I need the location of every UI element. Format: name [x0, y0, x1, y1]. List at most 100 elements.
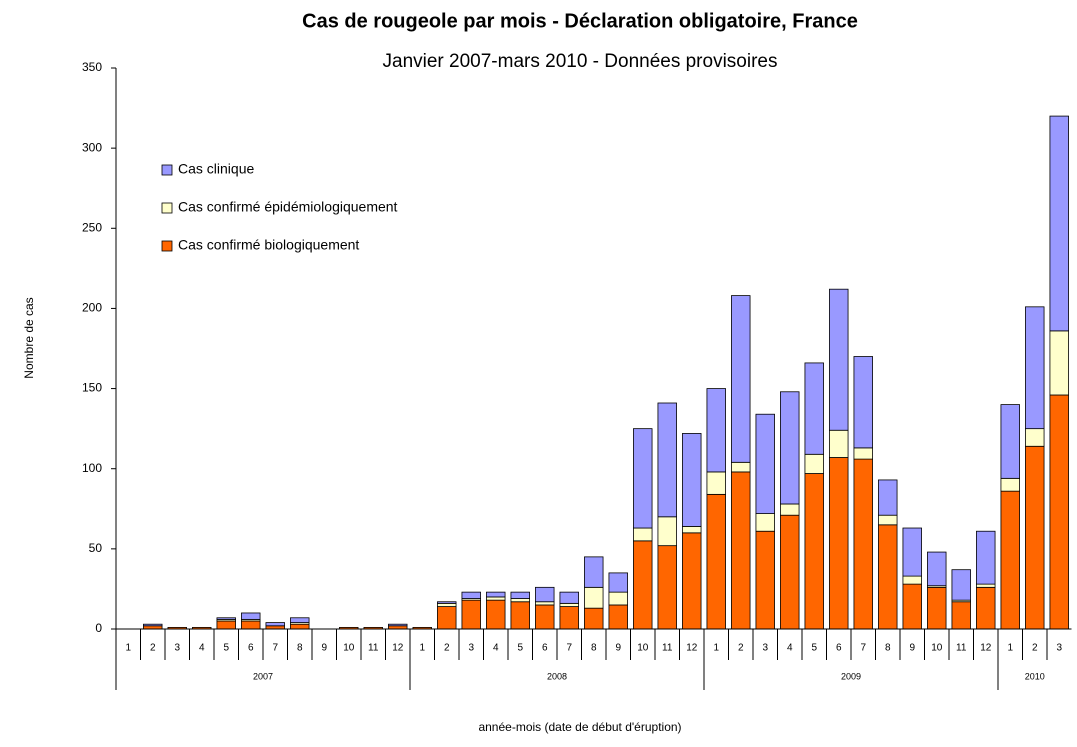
bar-segment: [976, 530, 996, 585]
bar-segment: [682, 532, 702, 630]
x-tick-label: 11: [368, 643, 379, 654]
bar-segment: [706, 388, 726, 473]
bar-segment: [510, 598, 530, 603]
bar-segment: [608, 591, 628, 606]
bar-segment: [486, 599, 506, 630]
y-tick-label: 50: [89, 541, 103, 555]
bar-segment: [829, 429, 849, 458]
bar-segment: [804, 362, 824, 455]
x-tick-label: 12: [686, 643, 698, 654]
y-tick-label: 100: [82, 461, 102, 475]
bar-segment: [804, 453, 824, 474]
bar-segment: [731, 295, 751, 463]
bar-segment: [878, 479, 898, 516]
bar-segment: [878, 514, 898, 526]
bar-segment: [1000, 477, 1020, 492]
bar-segment: [927, 586, 947, 630]
x-tick-label: 3: [1056, 643, 1062, 654]
bar-segment: [706, 471, 726, 495]
bar-segment: [1049, 394, 1069, 630]
y-axis-label: Nombre de cas: [22, 297, 36, 378]
bar-segment: [1000, 490, 1020, 630]
x-tick-label: 4: [199, 643, 205, 654]
chart-subtitle: Janvier 2007-mars 2010 - Données proviso…: [383, 51, 778, 72]
bar-segment: [535, 586, 555, 603]
bar-segment: [829, 288, 849, 431]
x-tick-label: 2: [1032, 643, 1038, 654]
bar-segment: [1025, 428, 1045, 447]
bar-segment: [461, 599, 481, 630]
bar-segment: [535, 604, 555, 630]
x-tick-label: 1: [713, 643, 719, 654]
bar-segment: [216, 617, 236, 620]
bar-segment: [902, 527, 922, 577]
bar-segment: [437, 606, 457, 630]
x-tick-label: 5: [811, 643, 817, 654]
x-tick-label: 12: [392, 643, 404, 654]
bar-segment: [290, 617, 310, 623]
bar-segment: [804, 473, 824, 630]
legend-swatch: [161, 202, 173, 214]
legend-label: Cas confirmé biologiquement: [178, 237, 359, 253]
x-tick-label: 7: [566, 643, 572, 654]
bar-segment: [657, 516, 677, 547]
bar-segment: [853, 458, 873, 630]
x-tick-label: 12: [980, 643, 992, 654]
x-tick-label: 3: [174, 643, 180, 654]
bar-segment: [951, 601, 971, 630]
x-tick-label: 9: [615, 643, 621, 654]
bar-segment: [633, 540, 653, 630]
bar-segment: [510, 591, 530, 599]
y-tick-label: 0: [95, 621, 102, 635]
legend-label: Cas clinique: [178, 161, 254, 177]
x-tick-label: 1: [419, 643, 425, 654]
chart-title: Cas de rougeole par mois - Déclaration o…: [302, 10, 858, 32]
bar-segment: [388, 623, 408, 627]
x-tick-label: 4: [787, 643, 793, 654]
x-tick-label: 9: [321, 643, 327, 654]
bar-segment: [682, 433, 702, 527]
bar-segment: [976, 586, 996, 630]
x-tick-label: 10: [343, 643, 355, 654]
bar-segment: [486, 591, 506, 598]
x-tick-label: 4: [493, 643, 499, 654]
x-tick-label: 10: [931, 643, 943, 654]
x-tick-label: 2: [150, 643, 156, 654]
x-tick-label: 8: [297, 643, 303, 654]
x-tick-label: 1: [125, 643, 131, 654]
bar-segment: [829, 457, 849, 630]
bar-segment: [927, 551, 947, 587]
x-tick-label: 7: [860, 643, 866, 654]
bar-segment: [731, 471, 751, 630]
bar-segment: [731, 461, 751, 473]
bar-segment: [486, 596, 506, 601]
bar-segment: [633, 428, 653, 529]
bar-segment: [878, 524, 898, 630]
bar-segment: [1025, 306, 1045, 430]
bar-segment: [510, 601, 530, 630]
bar-segment: [584, 607, 604, 630]
bar-segment: [559, 591, 579, 604]
bar-segment: [657, 402, 677, 518]
x-tick-label: 2: [738, 643, 744, 654]
x-tick-label: 7: [272, 643, 278, 654]
legend-label: Cas confirmé épidémiologiquement: [178, 199, 398, 215]
legend-swatch: [161, 240, 173, 252]
bar-segment: [780, 503, 800, 516]
x-tick-label: 8: [885, 643, 891, 654]
y-tick-label: 300: [82, 140, 102, 154]
y-tick-label: 200: [82, 301, 102, 315]
bar-segment: [584, 586, 604, 609]
y-tick-label: 150: [82, 381, 102, 395]
x-tick-label: 6: [542, 643, 548, 654]
x-tick-label: 3: [762, 643, 768, 654]
x-tick-label: 5: [517, 643, 523, 654]
y-tick-label: 350: [82, 60, 102, 74]
x-tick-label: 2: [444, 643, 450, 654]
bar-segment: [853, 356, 873, 449]
bar-segment: [216, 620, 236, 630]
x-tick-label: 11: [956, 643, 967, 654]
bar-segment: [559, 602, 579, 607]
bar-segment: [1000, 404, 1020, 479]
